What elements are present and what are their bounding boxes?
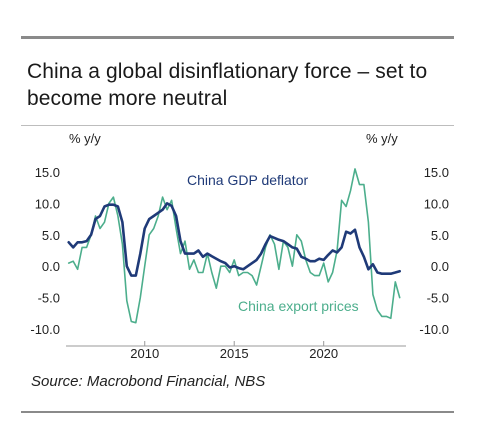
series-layer xyxy=(67,168,402,324)
gdp-deflator-label: China GDP deflator xyxy=(187,172,308,188)
right-axis: 15.0 10.0 5.0 0.0 -5.0 -10.0 xyxy=(419,165,449,337)
right-axis-unit: % y/y xyxy=(366,131,398,146)
top-rule xyxy=(21,36,454,39)
x-axis: 2010 2015 2020 xyxy=(130,341,338,361)
source-note: Source: Macrobond Financial, NBS xyxy=(31,373,266,390)
chart-title: China a global disinflationary force – s… xyxy=(27,60,428,110)
x-tick-label: 2015 xyxy=(220,346,249,361)
left-axis-unit: % y/y xyxy=(69,131,101,146)
export-prices-line xyxy=(67,168,401,324)
x-tick-label: 2020 xyxy=(309,346,338,361)
bottom-rule xyxy=(21,411,454,413)
y-tick-left: 15.0 xyxy=(35,165,60,180)
y-tick-right: -10.0 xyxy=(419,322,449,337)
y-tick-right: -5.0 xyxy=(427,291,449,306)
x-tick-label: 2010 xyxy=(130,346,159,361)
title-divider xyxy=(21,125,454,126)
left-axis: 15.0 10.0 5.0 0.0 -5.0 -10.0 xyxy=(30,165,60,337)
y-tick-left: 0.0 xyxy=(42,259,60,274)
y-tick-left: -5.0 xyxy=(38,291,60,306)
y-tick-left: 5.0 xyxy=(42,228,60,243)
gdp-deflator-line xyxy=(67,202,402,277)
y-tick-right: 15.0 xyxy=(424,165,449,180)
y-tick-right: 5.0 xyxy=(431,228,449,243)
chart-area: % y/y % y/y 15.0 10.0 5.0 0.0 -5.0 -10.0 15.0… xyxy=(30,131,449,361)
export-prices-label: China export prices xyxy=(238,298,359,314)
y-tick-left: 10.0 xyxy=(35,196,60,211)
y-tick-left: -10.0 xyxy=(30,322,60,337)
y-tick-right: 0.0 xyxy=(431,259,449,274)
y-tick-right: 10.0 xyxy=(424,196,449,211)
